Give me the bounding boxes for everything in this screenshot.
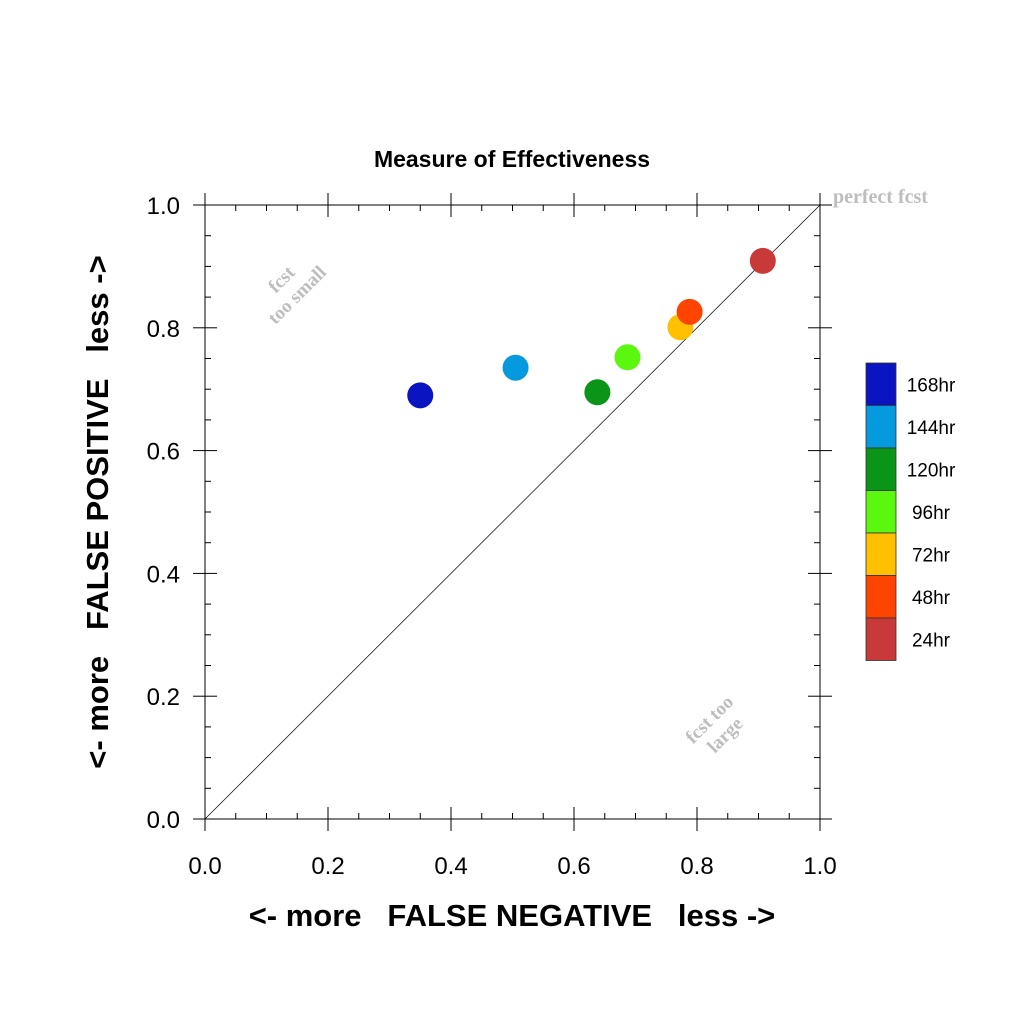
legend-swatch-48hr (865, 575, 897, 619)
y-tick-label: 0.8 (147, 316, 180, 343)
legend-swatch-120hr (865, 447, 897, 491)
perfect-fcst-annotation: perfect fcst (833, 186, 928, 208)
legend-label-120hr: 120hr (907, 460, 956, 481)
data-point-96hr (614, 344, 641, 371)
x-tick-label: 0.4 (434, 853, 467, 880)
y-tick-label: 0.4 (147, 561, 180, 588)
x-axis-tick-labels: 0.0 0.2 0.4 0.6 0.8 1.0 (188, 853, 836, 880)
too-large-annotation: fcst too large (682, 692, 748, 758)
y-axis-label: <- more FALSE POSITIVE less -> (80, 255, 115, 768)
chart-title: Measure of Effectiveness (374, 146, 650, 172)
x-tick-label: 0.8 (680, 853, 713, 880)
legend-label-24hr: 24hr (912, 630, 951, 651)
y-tick-label: 0.2 (147, 684, 180, 711)
x-tick-label: 0.6 (557, 853, 590, 880)
legend-swatch-24hr (865, 617, 897, 661)
diagonal-line (204, 204, 821, 820)
legend-label-144hr: 144hr (907, 418, 956, 439)
legend-swatch-144hr (865, 405, 897, 449)
y-tick-label: 0.6 (147, 439, 180, 466)
data-point-168hr (407, 382, 434, 409)
data-point-144hr (502, 354, 529, 381)
legend-swatch-96hr (865, 490, 897, 534)
x-tick-label: 0.0 (188, 853, 221, 880)
y-tick-label: 0.0 (147, 807, 180, 834)
legend-label-72hr: 72hr (912, 545, 951, 566)
data-point-24hr (749, 247, 776, 274)
legend-label-48hr: 48hr (912, 588, 951, 609)
data-points (407, 247, 776, 409)
y-tick-label: 1.0 (147, 193, 180, 220)
legend-label-168hr: 168hr (907, 375, 956, 396)
legend-swatch-168hr (865, 362, 897, 406)
too-small-annotation: fcst too small (264, 262, 331, 329)
data-point-120hr (584, 379, 611, 406)
y-axis-tick-labels: 0.0 0.2 0.4 0.6 0.8 1.0 (147, 193, 180, 834)
x-tick-label: 0.2 (311, 853, 344, 880)
x-tick-label: 1.0 (803, 853, 836, 880)
data-point-48hr (676, 298, 703, 325)
perfect-forecast-line (204, 204, 821, 820)
legend-label-96hr: 96hr (912, 503, 951, 524)
legend-swatch-72hr (865, 532, 897, 576)
x-axis-label: <- more FALSE NEGATIVE less -> (249, 898, 776, 933)
axis-ticks (193, 193, 832, 831)
legend: 168hr 144hr 120hr 96hr 72hr 48hr 24hr (865, 362, 956, 661)
